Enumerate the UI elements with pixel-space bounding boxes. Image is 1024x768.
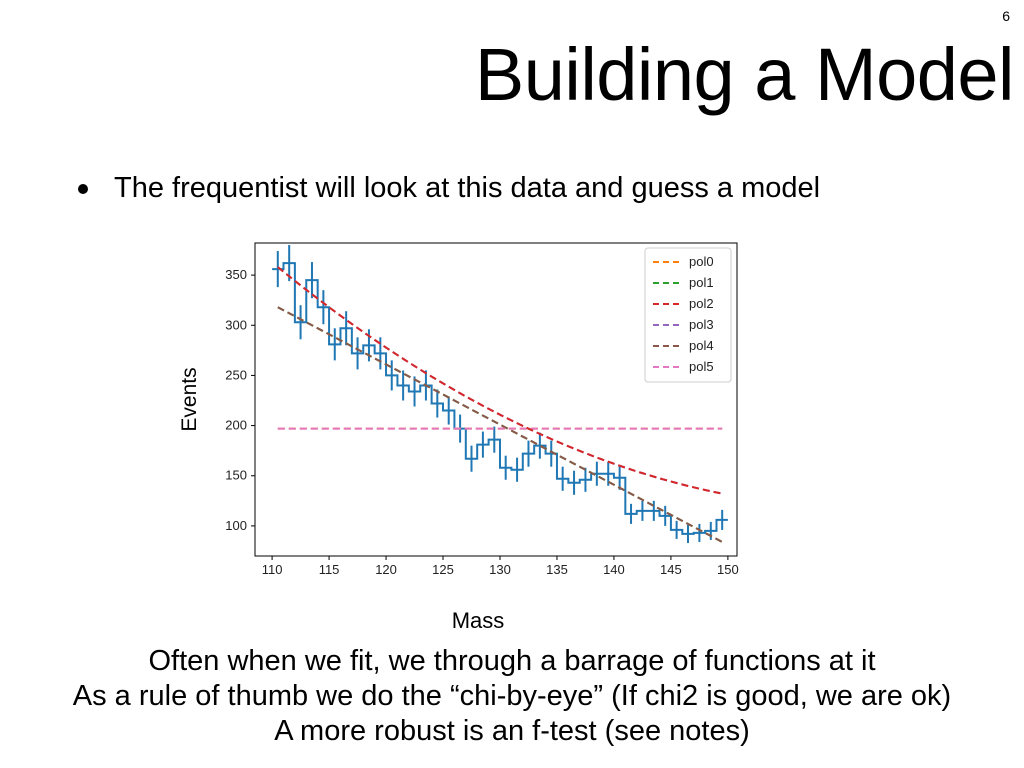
x-tick-label: 140 [603,562,625,577]
fit-line-pol2 [277,266,723,495]
fit-chart: 110 115 120 125 130 135 140 145 150 100 150 200 250 3… [170,236,770,596]
y-tick-label: 100 [225,518,247,533]
y-axis-label: Events [178,367,201,431]
x-tick-label: 125 [432,562,454,577]
footer-line-1: Often when we fit, we through a barrage … [148,645,876,677]
slide-number: 6 [1002,8,1010,24]
y-tick-label: 200 [225,418,247,433]
legend-label-pol2: pol2 [689,296,714,311]
fit-line-pol4 [277,306,723,543]
x-tick-label: 150 [717,562,739,577]
x-tick-label: 120 [375,562,397,577]
x-tick-label: 130 [489,562,511,577]
x-tick-label: 110 [262,562,283,577]
legend-label-pol0: pol0 [689,254,714,269]
footer-line-3: A more robust is an f-test (see notes) [274,715,750,747]
footer-line-2: As a rule of thumb we do the “chi-by-eye… [72,680,952,712]
y-tick-label: 150 [225,468,247,483]
bullet-text: The frequentist will look at this data a… [114,172,821,204]
slide-title: Building a Model [474,33,1015,116]
fit-chart-svg: 110 115 120 125 130 135 140 145 150 100 150 200 250 3… [178,242,739,577]
footer-text: Often when we fit, we through a barrage … [0,644,1024,749]
y-tick-label: 350 [225,267,247,282]
legend-label-pol4: pol4 [689,338,714,353]
legend-label-pol1: pol1 [689,275,714,290]
x-tick-label: 115 [319,562,340,577]
y-tick-label: 300 [225,317,247,332]
legend-box [644,247,732,383]
x-tick-label: 135 [546,562,568,577]
legend-label-pol5: pol5 [689,359,714,374]
legend-label-pol3: pol3 [689,317,714,332]
bullet-dot-icon [78,183,88,194]
x-tick-label: 145 [660,562,682,577]
x-axis-label: Mass [451,608,505,633]
y-tick-label: 250 [225,367,247,382]
bullet-point: The frequentist will look at this data a… [78,172,820,205]
